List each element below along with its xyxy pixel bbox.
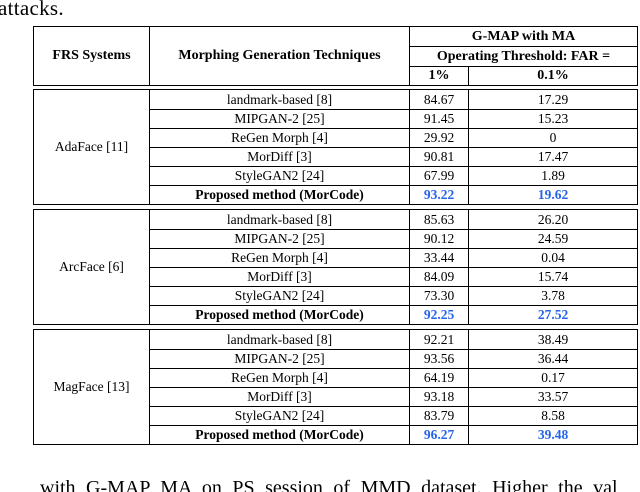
value-cell: 17.47 bbox=[468, 147, 637, 166]
group-magface: MagFace [13] landmark-based [8] 92.21 38… bbox=[33, 329, 638, 445]
frs-system-label: AdaFace [11] bbox=[54, 139, 129, 155]
value-cell: 15.74 bbox=[468, 267, 637, 286]
technique-cell: ReGen Morph [4] bbox=[149, 368, 409, 387]
value-cell: 1.89 bbox=[468, 166, 637, 185]
value-cell: 17.29 bbox=[468, 90, 637, 109]
paragraph-fragment: attacks. bbox=[0, 0, 64, 20]
proposed-method-cell: Proposed method (MorCode) bbox=[149, 305, 409, 324]
value-cell: 91.45 bbox=[409, 109, 468, 128]
header-far-01pct: 0.1% bbox=[468, 66, 637, 85]
value-cell: 93.56 bbox=[409, 349, 468, 368]
value-cell: 67.99 bbox=[409, 166, 468, 185]
value-cell: 0 bbox=[468, 128, 637, 147]
group-adaface: AdaFace [11] landmark-based [8] 84.67 17… bbox=[33, 89, 638, 205]
header-morphing-techniques: Morphing Generation Techniques bbox=[149, 27, 409, 85]
caption-fragment: with G-MAP MA on PS session of MMD datas… bbox=[40, 477, 618, 492]
technique-cell: ReGen Morph [4] bbox=[149, 248, 409, 267]
frs-system-label: ArcFace [6] bbox=[59, 259, 124, 275]
technique-cell: ReGen Morph [4] bbox=[149, 128, 409, 147]
technique-cell: MorDiff [3] bbox=[149, 267, 409, 286]
technique-cell: landmark-based [8] bbox=[149, 210, 409, 229]
results-table: FRS Systems Morphing Generation Techniqu… bbox=[33, 26, 638, 449]
proposed-value-cell: 92.25 bbox=[409, 305, 468, 324]
value-cell: 33.44 bbox=[409, 248, 468, 267]
technique-cell: StyleGAN2 [24] bbox=[149, 286, 409, 305]
technique-cell: MIPGAN-2 [25] bbox=[149, 229, 409, 248]
technique-cell: MorDiff [3] bbox=[149, 147, 409, 166]
frs-system-label: MagFace [13] bbox=[53, 379, 130, 395]
value-cell: 26.20 bbox=[468, 210, 637, 229]
value-cell: 93.18 bbox=[409, 387, 468, 406]
technique-cell: StyleGAN2 [24] bbox=[149, 166, 409, 185]
value-cell: 36.44 bbox=[468, 349, 637, 368]
technique-cell: MIPGAN-2 [25] bbox=[149, 109, 409, 128]
value-cell: 8.58 bbox=[468, 406, 637, 425]
value-cell: 85.63 bbox=[409, 210, 468, 229]
header-gmap-with-ma: G-MAP with MA bbox=[409, 27, 637, 46]
header-far-1pct: 1% bbox=[409, 66, 468, 85]
value-cell: 64.19 bbox=[409, 368, 468, 387]
value-cell: 38.49 bbox=[468, 330, 637, 349]
header-frs-systems: FRS Systems bbox=[52, 48, 131, 63]
technique-cell: landmark-based [8] bbox=[149, 330, 409, 349]
proposed-value-cell: 93.22 bbox=[409, 185, 468, 204]
header-operating-threshold: Operating Threshold: FAR = bbox=[409, 46, 637, 66]
value-cell: 15.23 bbox=[468, 109, 637, 128]
proposed-method-cell: Proposed method (MorCode) bbox=[149, 425, 409, 444]
value-cell: 24.59 bbox=[468, 229, 637, 248]
value-cell: 3.78 bbox=[468, 286, 637, 305]
value-cell: 0.04 bbox=[468, 248, 637, 267]
value-cell: 84.67 bbox=[409, 90, 468, 109]
value-cell: 90.12 bbox=[409, 229, 468, 248]
proposed-value-cell: 19.62 bbox=[468, 185, 637, 204]
proposed-value-cell: 27.52 bbox=[468, 305, 637, 324]
value-cell: 33.57 bbox=[468, 387, 637, 406]
table-header: FRS Systems Morphing Generation Techniqu… bbox=[33, 26, 638, 86]
value-cell: 90.81 bbox=[409, 147, 468, 166]
value-cell: 29.92 bbox=[409, 128, 468, 147]
value-cell: 92.21 bbox=[409, 330, 468, 349]
proposed-method-cell: Proposed method (MorCode) bbox=[149, 185, 409, 204]
proposed-value-cell: 39.48 bbox=[468, 425, 637, 444]
proposed-value-cell: 96.27 bbox=[409, 425, 468, 444]
technique-cell: landmark-based [8] bbox=[149, 90, 409, 109]
technique-cell: StyleGAN2 [24] bbox=[149, 406, 409, 425]
group-arcface: ArcFace [6] landmark-based [8] 85.63 26.… bbox=[33, 209, 638, 325]
value-cell: 73.30 bbox=[409, 286, 468, 305]
value-cell: 0.17 bbox=[468, 368, 637, 387]
value-cell: 84.09 bbox=[409, 267, 468, 286]
value-cell: 83.79 bbox=[409, 406, 468, 425]
technique-cell: MorDiff [3] bbox=[149, 387, 409, 406]
technique-cell: MIPGAN-2 [25] bbox=[149, 349, 409, 368]
